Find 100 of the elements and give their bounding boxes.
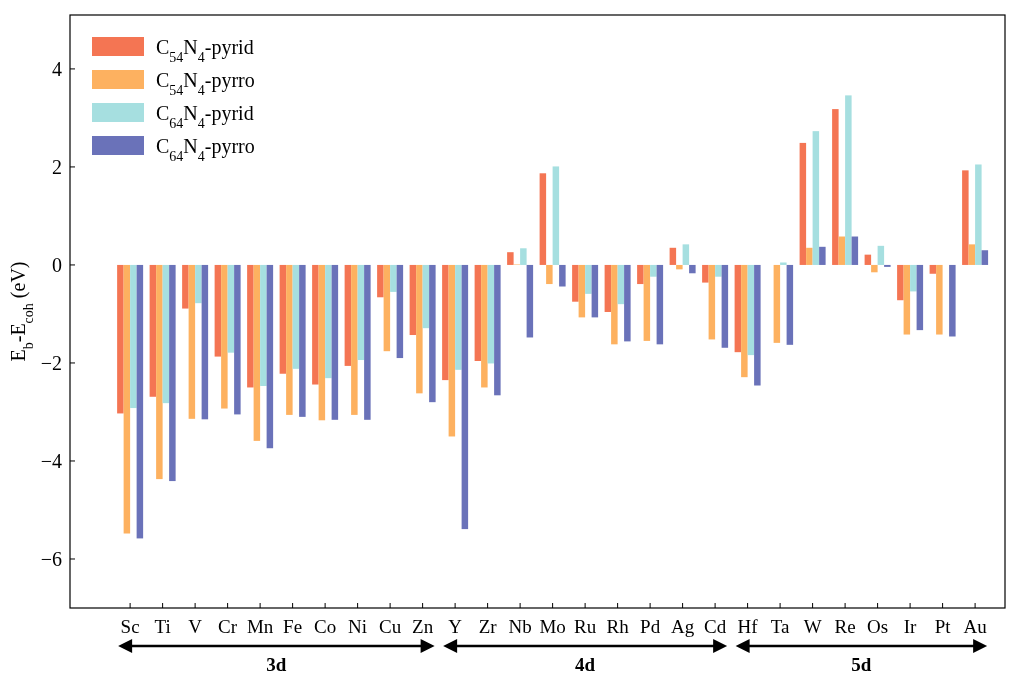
bar — [520, 248, 527, 265]
bar — [364, 264, 371, 420]
bar — [741, 264, 748, 378]
bar — [812, 131, 820, 265]
bar — [962, 170, 969, 265]
x-tick-label: Pt — [934, 616, 952, 637]
x-tick-label: W — [803, 616, 822, 637]
text: 3d — [266, 654, 287, 675]
bar — [656, 264, 664, 345]
bar — [864, 254, 872, 265]
bar — [474, 264, 482, 361]
bar — [604, 264, 612, 312]
y-tick-label: −6 — [40, 547, 62, 570]
bar — [747, 264, 755, 356]
bar — [136, 264, 144, 539]
bar — [981, 250, 989, 265]
bar — [455, 264, 462, 370]
bar — [624, 264, 631, 342]
bar — [682, 244, 690, 265]
x-tick-label: Fe — [283, 616, 303, 637]
bar — [968, 244, 976, 265]
bar — [286, 264, 293, 415]
bar — [845, 95, 852, 265]
bar — [832, 109, 839, 265]
bar — [838, 236, 846, 265]
text: 5d — [851, 654, 872, 675]
bar — [903, 264, 911, 335]
bar — [539, 173, 547, 265]
bar — [448, 264, 456, 437]
x-tick-label: Pd — [640, 616, 661, 637]
bar — [377, 264, 384, 298]
bar — [773, 264, 781, 343]
bar — [162, 264, 170, 404]
bar — [461, 264, 469, 530]
bar — [591, 264, 599, 318]
bar — [357, 264, 365, 361]
bar — [253, 264, 261, 441]
x-tick-label: Cd — [704, 616, 727, 637]
bar — [344, 264, 352, 366]
x-tick-label: Ta — [770, 616, 791, 637]
bar — [429, 264, 436, 403]
x-tick-label: Y — [448, 616, 463, 637]
legend-label: C$_{54}$N$_{4}$-pyrro — [156, 69, 255, 98]
y-tick-label: 2 — [52, 155, 62, 178]
bar — [214, 264, 222, 357]
bar — [494, 264, 501, 396]
bar — [975, 164, 982, 265]
x-tick-label: Ru — [574, 616, 597, 637]
bar — [325, 264, 332, 379]
bar — [754, 264, 761, 386]
x-tick-label: V — [188, 616, 203, 637]
bar — [507, 252, 514, 265]
bar — [390, 264, 397, 292]
legend-label: C$_{64}$N$_{4}$-pyrro — [156, 135, 255, 164]
x-tick-label: Rh — [606, 616, 630, 637]
bar — [910, 264, 917, 292]
x-tick-label: Au — [963, 616, 988, 637]
y-tick-label: 4 — [52, 57, 62, 80]
bar — [916, 264, 924, 331]
bar — [383, 264, 391, 352]
bar — [585, 264, 592, 294]
x-tick-label: Cr — [218, 616, 238, 637]
x-tick-label: Mn — [246, 616, 274, 637]
bar — [227, 264, 235, 353]
bar — [851, 236, 859, 265]
bar — [201, 264, 209, 420]
x-tick-label: Ag — [670, 616, 695, 637]
bar — [442, 264, 449, 381]
y-tick-label: −2 — [40, 351, 62, 374]
bar — [871, 264, 878, 273]
bar — [806, 247, 813, 265]
bar — [279, 264, 287, 374]
text: 4d — [575, 654, 596, 675]
bar — [897, 264, 904, 301]
bar — [650, 264, 657, 277]
bar — [715, 264, 722, 277]
bar — [117, 264, 124, 414]
bar — [689, 264, 696, 274]
bar — [780, 262, 787, 265]
bar — [487, 264, 495, 364]
x-tick-label: Hf — [737, 616, 759, 637]
bar — [247, 264, 254, 388]
bar — [481, 264, 488, 388]
x-tick-label: Nb — [508, 616, 532, 637]
bar — [396, 264, 404, 359]
bar — [611, 264, 618, 345]
bar — [526, 264, 534, 338]
bar — [617, 264, 625, 305]
bar — [318, 264, 326, 421]
y-tick-label: −4 — [40, 449, 62, 472]
bar — [721, 264, 729, 348]
bar — [949, 264, 956, 337]
bar — [708, 264, 716, 340]
bar — [351, 264, 358, 415]
bar — [877, 245, 885, 265]
bar — [299, 264, 306, 417]
bar — [929, 264, 937, 274]
x-tick-label: Ni — [348, 616, 368, 637]
bar — [123, 264, 131, 534]
bar — [409, 264, 417, 336]
